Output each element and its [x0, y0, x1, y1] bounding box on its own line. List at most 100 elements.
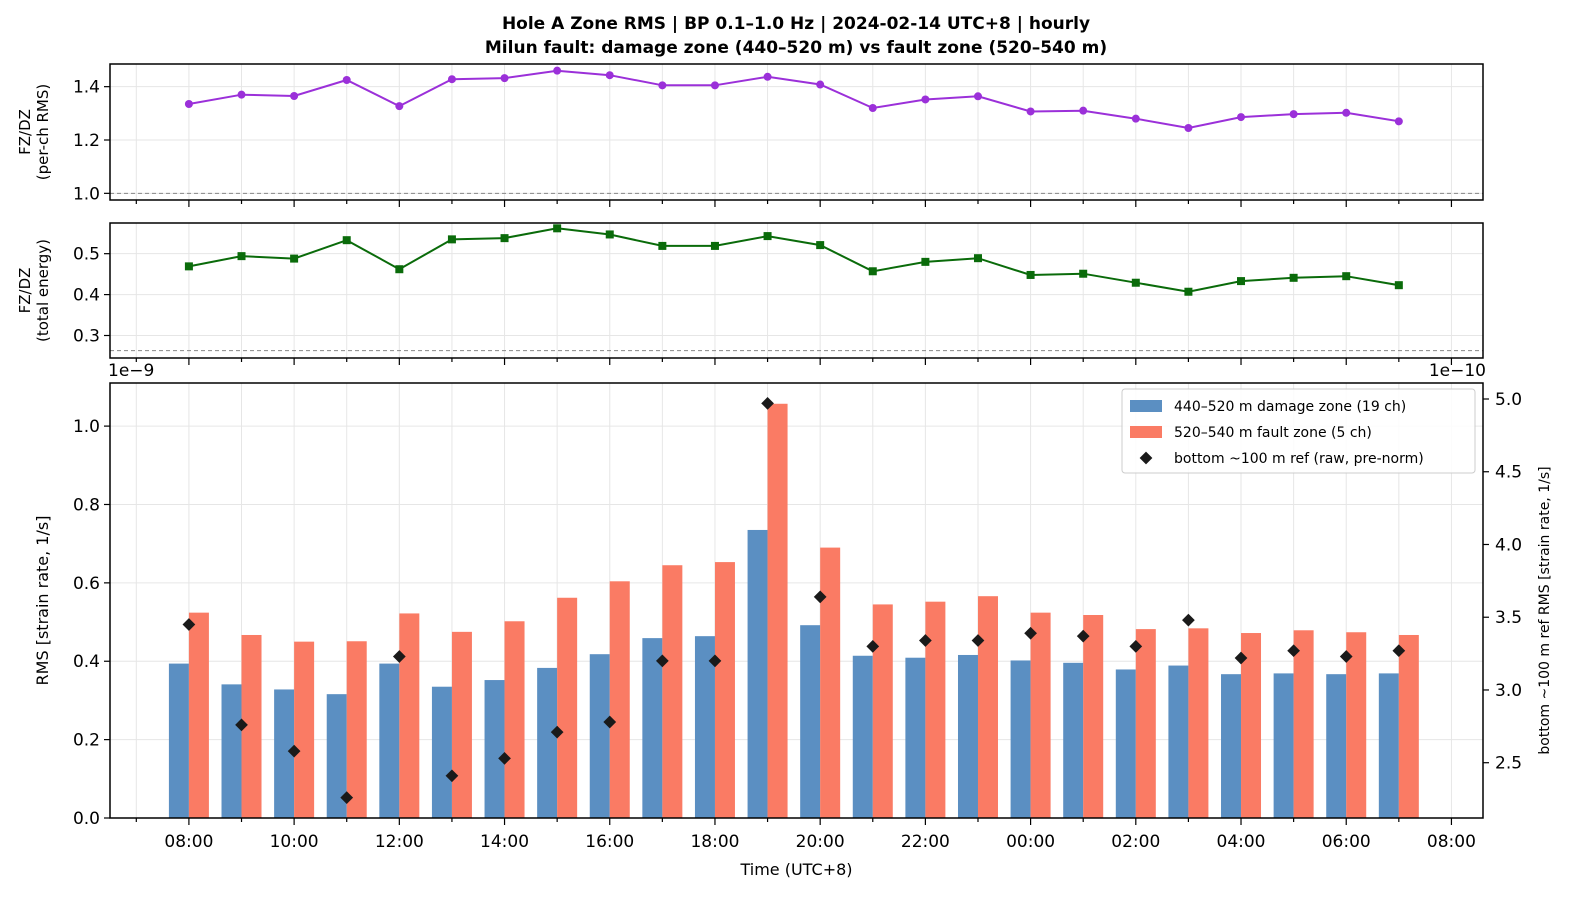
data-point: [868, 104, 877, 112]
damage-zone-bar: [1063, 662, 1084, 818]
y-axis-label: RMS [strain rate, 1/s]: [33, 516, 52, 686]
damage-zone-bar: [1221, 674, 1242, 818]
fault-zone-bar: [925, 601, 946, 818]
damage-zone-bar: [1168, 665, 1189, 818]
data-point: [1394, 117, 1403, 126]
data-point: [1289, 273, 1298, 282]
fault-zone-bar: [504, 621, 525, 818]
data-point: [605, 230, 614, 239]
right-y-tick-label: 4.5: [1495, 463, 1522, 483]
damage-zone-bar: [1378, 673, 1399, 818]
data-point: [1237, 113, 1246, 122]
x-tick-label: 08:00: [1427, 832, 1476, 852]
data-point: [500, 74, 509, 83]
data-point: [1026, 107, 1035, 116]
damage-zone-bar: [1010, 660, 1031, 818]
legend-label: 520–540 m fault zone (5 ch): [1174, 425, 1372, 441]
damage-zone-bar: [484, 680, 505, 818]
legend: 440–520 m damage zone (19 ch) 520–540 m f…: [1121, 388, 1476, 474]
data-point: [710, 81, 719, 90]
legend-swatch: [1130, 400, 1162, 412]
damage-zone-bar: [852, 655, 873, 818]
fault-zone-bar: [557, 597, 578, 818]
fault-zone-bar: [241, 634, 262, 818]
y-tick-label: 0.2: [73, 731, 100, 751]
damage-zone-bar: [431, 686, 452, 818]
data-point: [237, 252, 246, 261]
data-point: [1289, 110, 1298, 119]
data-point: [1026, 270, 1035, 279]
fault-zone-bar: [1398, 634, 1419, 818]
y-tick-label: 1.2: [73, 131, 100, 151]
axes-frame: [109, 63, 1484, 201]
x-tick-label: 02:00: [1111, 832, 1160, 852]
data-point: [658, 241, 667, 250]
x-tick-label: 22:00: [901, 832, 950, 852]
y-axis-label: (per-ch RMS): [34, 84, 52, 180]
data-point: [1079, 269, 1088, 278]
x-tick-label: 12:00: [375, 832, 424, 852]
x-axis-label: Time (UTC+8): [739, 860, 852, 879]
data-point: [921, 257, 930, 266]
damage-zone-bar: [1273, 673, 1294, 818]
right-offset-label: 1e−10: [1429, 361, 1486, 381]
fault-zone-bar: [1083, 615, 1104, 818]
data-point: [816, 241, 825, 250]
fault-zone-bar: [1293, 630, 1314, 818]
data-point: [1237, 277, 1246, 286]
right-y-tick-label: 4.0: [1495, 535, 1522, 555]
data-point: [290, 254, 299, 263]
fault-zone-bar: [714, 562, 735, 818]
data-point: [342, 236, 351, 245]
right-y-tick-label: 3.5: [1495, 608, 1522, 628]
x-tick-label: 18:00: [690, 832, 739, 852]
damage-zone-bar: [589, 654, 610, 818]
damage-zone-bar: [379, 663, 400, 818]
axes-frame: [109, 382, 1484, 819]
series-line: [188, 69, 1399, 130]
damage-zone-bar: [168, 663, 189, 818]
damage-zone-bar: [326, 694, 347, 818]
damage-zone-bar: [694, 636, 715, 818]
data-point: [605, 71, 614, 80]
data-point: [1131, 278, 1140, 287]
legend-label: 440–520 m damage zone (19 ch): [1174, 399, 1406, 415]
y-axis-label: FZ/DZ: [16, 268, 34, 314]
fault-zone-bar: [1188, 628, 1209, 818]
fault-zone-bar: [1135, 629, 1156, 818]
data-point: [553, 224, 562, 233]
data-point: [763, 232, 772, 241]
x-tick-label: 06:00: [1322, 832, 1371, 852]
data-point: [973, 92, 982, 101]
y-tick-label: 0.6: [73, 574, 100, 594]
right-y-tick-label: 2.5: [1495, 754, 1522, 774]
data-point: [1342, 108, 1351, 117]
data-point: [816, 80, 825, 89]
x-tick-label: 04:00: [1217, 832, 1266, 852]
data-point: [1131, 114, 1140, 123]
data-point: [1184, 124, 1193, 132]
data-point: [1079, 106, 1088, 115]
legend-box: [1121, 388, 1476, 474]
x-tick-label: 14:00: [480, 832, 529, 852]
series-line: [188, 227, 1399, 293]
y-tick-label: 1.4: [73, 78, 100, 98]
data-point: [237, 90, 246, 99]
fault-zone-bar: [662, 565, 683, 818]
data-point: [290, 92, 299, 100]
data-point: [184, 262, 193, 271]
left-offset-label: 1e−9: [108, 361, 154, 381]
right-y-axis-label: bottom ~100 m ref RMS [strain rate, 1/s]: [1537, 466, 1553, 754]
y-axis-label: (total energy): [34, 239, 52, 342]
damage-zone-bar: [905, 657, 926, 818]
fault-zone-bar: [1030, 612, 1051, 818]
data-point: [500, 234, 509, 243]
data-point: [1184, 287, 1193, 296]
fault-zone-bar: [451, 631, 472, 818]
y-axis-label: FZ/DZ: [16, 109, 34, 155]
data-point: [921, 95, 930, 104]
data-point: [553, 66, 562, 75]
damage-zone-bar: [1326, 674, 1347, 818]
x-tick-label: 08:00: [164, 832, 213, 852]
